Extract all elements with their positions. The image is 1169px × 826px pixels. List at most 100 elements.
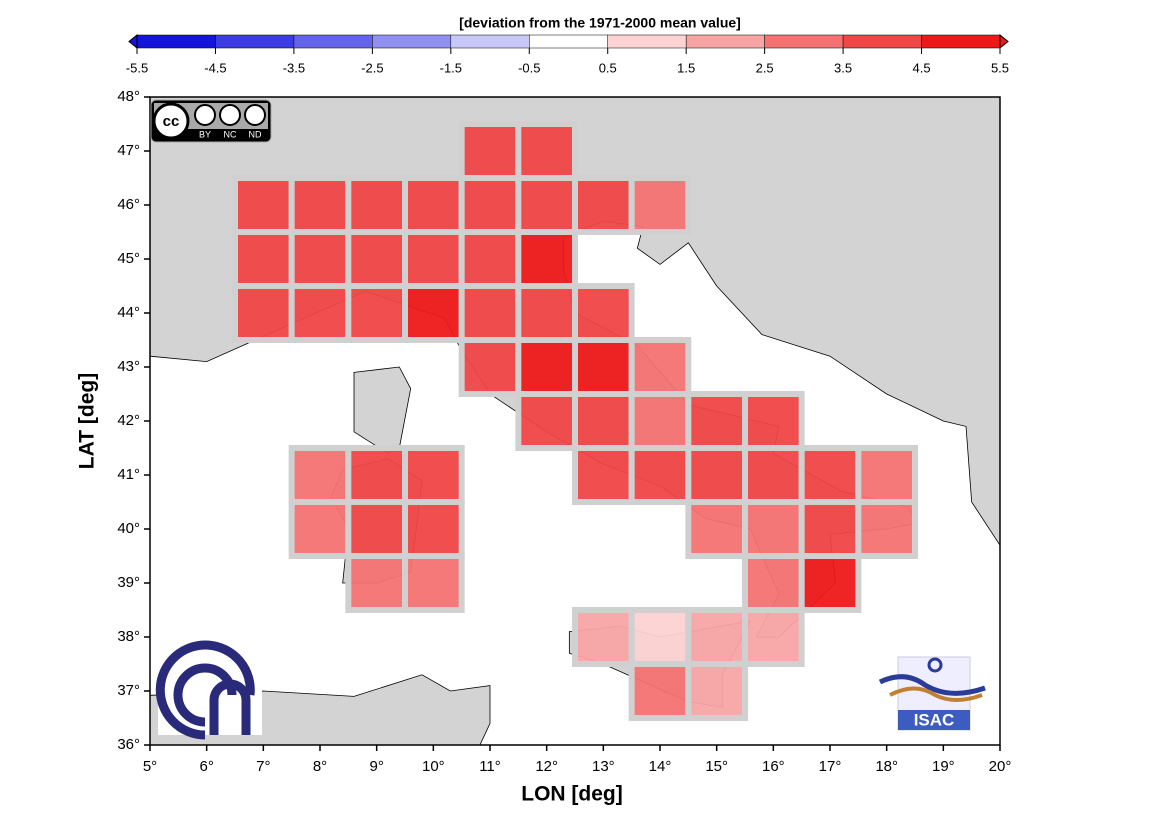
grid-cell: [628, 337, 692, 397]
grid-cell: [628, 175, 692, 235]
y-tick-label: 40°: [117, 520, 140, 537]
grid-cell: [798, 553, 862, 613]
grid-cell: [685, 391, 748, 451]
grid-cell: [402, 499, 465, 559]
grid-cell: [628, 391, 692, 451]
grid-cell: [288, 229, 352, 289]
y-tick-label: 47°: [117, 142, 140, 159]
grid-cell: [742, 553, 805, 613]
colorbar-bin: [215, 34, 295, 49]
x-tick-label: 20°: [989, 758, 1012, 775]
grid-cell: [798, 445, 862, 505]
y-tick-label: 46°: [117, 196, 140, 213]
x-tick-label: 5°: [143, 758, 157, 775]
grid-cell: [232, 175, 295, 235]
grid-cell: [402, 175, 465, 235]
cc-label: NC: [224, 129, 237, 139]
y-tick-label: 36°: [117, 736, 140, 753]
x-tick-label: 16°: [762, 758, 785, 775]
y-tick-label: 42°: [117, 412, 140, 429]
colorbar-bin: [607, 34, 687, 49]
grid-cell: [742, 499, 805, 559]
colorbar-tick-label: -5.5: [126, 60, 148, 75]
grid-cell: [685, 661, 748, 721]
grid-cell: [515, 337, 578, 397]
grid-cell: [572, 283, 635, 343]
colorbar-tick-label: 0.5: [599, 60, 617, 75]
grid-cell: [288, 445, 352, 505]
grid-cell: [515, 229, 578, 289]
colorbar-tick-label: 2.5: [756, 60, 774, 75]
grid-cell: [345, 283, 409, 343]
grid-cell: [458, 283, 522, 343]
colorbar-bin: [293, 34, 373, 49]
colorbar: -5.5 -4.5 -3.5 -2.5 -1.5 -0.5 0.5 1.5 2.5 3.5 4.5 5…: [126, 33, 1009, 75]
grid-cell: [628, 445, 692, 505]
y-tick-label: 45°: [117, 250, 140, 267]
grid-cell: [628, 607, 692, 667]
grid-cell: [232, 283, 295, 343]
x-tick-label: 15°: [705, 758, 728, 775]
cells: [232, 121, 918, 721]
grid-cell: [572, 607, 635, 667]
colorbar-bin: [685, 34, 765, 49]
grid-cell: [402, 445, 465, 505]
grid-cell: [402, 229, 465, 289]
grid-cell: [345, 229, 409, 289]
colorbar-tick-label: 5.5: [991, 60, 1009, 75]
grid-cell: [232, 229, 295, 289]
grid-cell: [515, 283, 578, 343]
grid-cell: [572, 175, 635, 235]
x-tick-label: 6°: [199, 758, 213, 775]
colorbar-arrow-low: [128, 33, 138, 50]
grid-cell: [685, 607, 748, 667]
x-tick-label: 7°: [256, 758, 270, 775]
colorbar-tick-label: 4.5: [913, 60, 931, 75]
cc-label: BY: [199, 129, 211, 139]
colorbar-tick-label: -2.5: [361, 60, 383, 75]
grid-cell: [345, 499, 409, 559]
grid-cell: [628, 661, 692, 721]
grid-cell: [288, 283, 352, 343]
colorbar-tick-label: -1.5: [440, 60, 462, 75]
colorbar-title: [deviation from the 1971-2000 mean value…: [459, 15, 741, 31]
y-axis-label: LAT [deg]: [76, 373, 99, 469]
grid-cell: [288, 175, 352, 235]
x-axis-label: LON [deg]: [521, 783, 622, 806]
axes: 5° 6° 7° 8° 9° 10° 11° 12° 13° 14° 15° 16° 17° 18° 19°…: [117, 88, 1011, 775]
x-tick-label: 8°: [313, 758, 327, 775]
colorbar-tick-label: -3.5: [283, 60, 305, 75]
colorbar-bin: [921, 34, 1001, 49]
colorbar-bin: [136, 34, 216, 49]
grid-cell: [515, 391, 578, 451]
cnr-logo: [155, 640, 262, 740]
y-tick-label: 48°: [117, 88, 140, 105]
grid-cell: [345, 553, 409, 613]
isac-logo: ISAC: [878, 656, 986, 731]
y-tick-label: 39°: [117, 574, 140, 591]
grid-cell: [345, 445, 409, 505]
colorbar-tick-label: -0.5: [518, 60, 540, 75]
grid-cell: [572, 391, 635, 451]
colorbar-bin: [842, 34, 922, 49]
isac-label: ISAC: [914, 710, 955, 729]
grid-cell: [515, 175, 578, 235]
y-tick-label: 37°: [117, 682, 140, 699]
colorbar-tick-label: 3.5: [834, 60, 852, 75]
grid-cell: [685, 445, 748, 505]
colorbar-arrow-high: [999, 33, 1009, 50]
y-tick-label: 38°: [117, 628, 140, 645]
grid-cell: [515, 121, 578, 181]
colorbar-tick-label: -4.5: [204, 60, 226, 75]
grid-cell: [855, 499, 918, 559]
x-tick-label: 14°: [649, 758, 672, 775]
grid-cell: [572, 337, 635, 397]
x-tick-label: 19°: [932, 758, 955, 775]
x-tick-label: 18°: [875, 758, 898, 775]
grid-cell: [345, 175, 409, 235]
cc-badge: cc BY NC ND: [150, 99, 272, 143]
x-tick-label: 10°: [422, 758, 445, 775]
colorbar-bin: [764, 34, 844, 49]
cc-label: ND: [249, 129, 262, 139]
